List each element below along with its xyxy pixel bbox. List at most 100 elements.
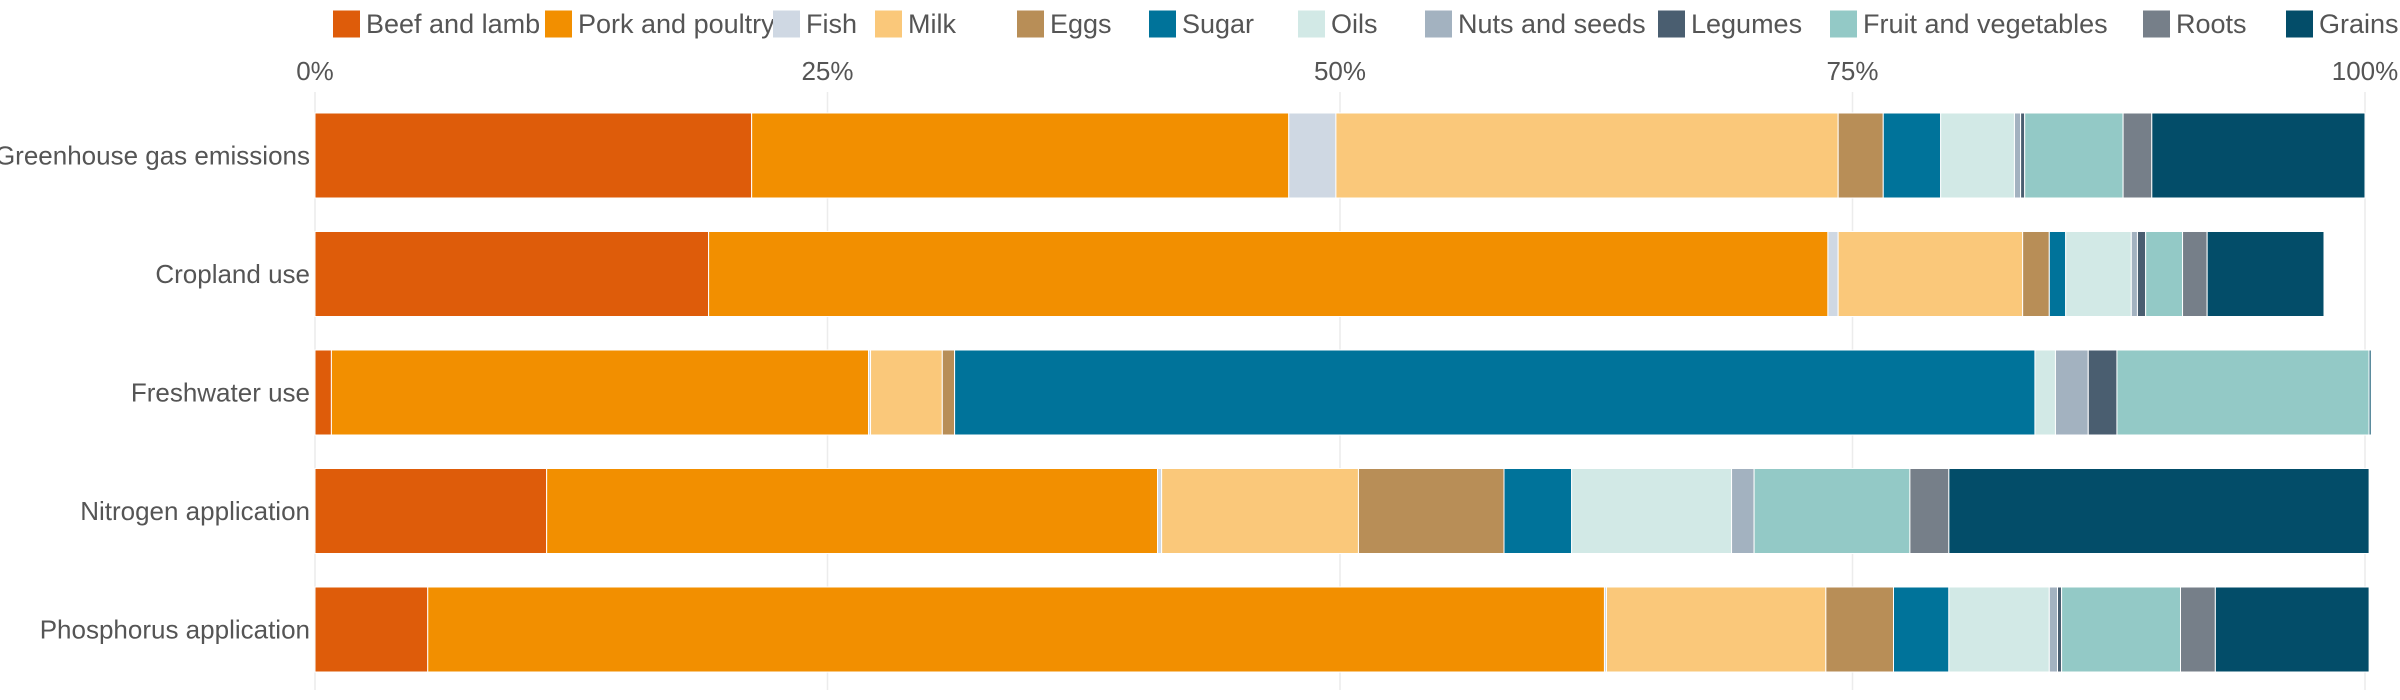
bar-segment-milk[interactable]	[870, 349, 943, 436]
bar-segment-fruit-and-vegetables[interactable]	[2061, 586, 2182, 673]
bar-segment-oils[interactable]	[1571, 468, 1733, 554]
bar-segment-milk[interactable]	[1606, 586, 1827, 673]
bars	[314, 112, 2372, 673]
x-tick-label: 50%	[1314, 56, 1366, 86]
bar-segment-fruit-and-vegetables[interactable]	[2024, 112, 2124, 199]
bar-segment-grains[interactable]	[2206, 231, 2325, 317]
bar-segment-nuts-and-seeds[interactable]	[1731, 468, 1755, 554]
legend-label: Beef and lamb	[366, 9, 540, 39]
legend-item-legumes[interactable]: Legumes	[1658, 9, 1802, 39]
bar-segment-eggs[interactable]	[1357, 468, 1505, 554]
bar-segment-pork-and-poultry[interactable]	[427, 586, 1605, 673]
x-tick-label: 25%	[801, 56, 853, 86]
legend-item-pork-and-poultry[interactable]: Pork and poultry	[545, 9, 775, 39]
bar-segment-oils[interactable]	[1940, 112, 2015, 199]
bar-segment-sugar[interactable]	[1882, 112, 1942, 199]
bar-segment-fruit-and-vegetables[interactable]	[2116, 349, 2370, 436]
category-label: Freshwater use	[131, 378, 310, 408]
bar-row-nitrogen-application	[314, 468, 2370, 554]
legend-swatch	[545, 10, 572, 38]
bar-segment-oils[interactable]	[2034, 349, 2056, 436]
legend-swatch	[1017, 10, 1044, 38]
bar-segment-eggs[interactable]	[941, 349, 956, 436]
legend-item-oils[interactable]: Oils	[1298, 9, 1378, 39]
x-tick-label: 75%	[1826, 56, 1878, 86]
bar-segment-fish[interactable]	[1288, 112, 1337, 199]
bar-row-greenhouse-gas-emissions	[314, 112, 2366, 199]
bar-segment-sugar[interactable]	[1893, 586, 1950, 673]
bar-segment-grains[interactable]	[2368, 349, 2372, 436]
legend-swatch	[333, 10, 360, 38]
bar-segment-roots[interactable]	[2180, 586, 2216, 673]
bar-segment-beef-and-lamb[interactable]	[314, 112, 753, 199]
legend-label: Milk	[908, 9, 956, 39]
bar-segment-sugar[interactable]	[954, 349, 2036, 436]
bar-segment-milk[interactable]	[1161, 468, 1359, 554]
legend-label: Grains	[2319, 9, 2399, 39]
bar-row-cropland-use	[314, 231, 2325, 317]
legend-item-sugar[interactable]: Sugar	[1149, 9, 1254, 39]
legend-label: Oils	[1331, 9, 1378, 39]
bar-segment-fish[interactable]	[1157, 468, 1163, 554]
bar-segment-grains[interactable]	[1948, 468, 2370, 554]
bar-segment-grains[interactable]	[2214, 586, 2370, 673]
legend-label: Sugar	[1182, 9, 1254, 39]
bar-segment-fish[interactable]	[1827, 231, 1839, 317]
legend-swatch	[1830, 10, 1857, 38]
legend-item-grains[interactable]: Grains	[2286, 9, 2399, 39]
legend-swatch	[1425, 10, 1452, 38]
bar-segment-beef-and-lamb[interactable]	[314, 586, 429, 673]
bar-segment-oils[interactable]	[2065, 231, 2132, 317]
legend-swatch	[875, 10, 902, 38]
bar-segment-pork-and-poultry[interactable]	[330, 349, 869, 436]
bar-segment-fruit-and-vegetables[interactable]	[1753, 468, 1911, 554]
legend-item-roots[interactable]: Roots	[2143, 9, 2247, 39]
bar-segment-pork-and-poultry[interactable]	[546, 468, 1159, 554]
bar-segment-legumes[interactable]	[2087, 349, 2118, 436]
bar-segment-pork-and-poultry[interactable]	[751, 112, 1290, 199]
bar-segment-beef-and-lamb[interactable]	[314, 468, 548, 554]
bar-segment-beef-and-lamb[interactable]	[314, 231, 710, 317]
legend-label: Legumes	[1691, 9, 1802, 39]
legend-item-eggs[interactable]: Eggs	[1017, 9, 1112, 39]
category-label: Phosphorus application	[40, 615, 310, 645]
legend-item-milk[interactable]: Milk	[875, 9, 956, 39]
y-axis-labels: Greenhouse gas emissions Cropland use Fres…	[0, 141, 310, 645]
bar-row-freshwater-use	[314, 349, 2372, 436]
bar-segment-eggs[interactable]	[1825, 586, 1894, 673]
legend-label: Fruit and vegetables	[1863, 9, 2108, 39]
legend-swatch	[1149, 10, 1176, 38]
bar-segment-roots[interactable]	[2182, 231, 2208, 317]
legend-swatch	[2286, 10, 2313, 38]
legend-label: Nuts and seeds	[1458, 9, 1646, 39]
bar-segment-sugar[interactable]	[1503, 468, 1573, 554]
bar-segment-nuts-and-seeds[interactable]	[2013, 112, 2022, 199]
bar-segment-oils[interactable]	[1948, 586, 2050, 673]
bar-segment-milk[interactable]	[1335, 112, 1839, 199]
bar-segment-roots[interactable]	[2122, 112, 2153, 199]
bar-segment-eggs[interactable]	[1837, 112, 1884, 199]
bar-segment-legumes[interactable]	[2020, 112, 2026, 199]
bar-segment-sugar[interactable]	[2048, 231, 2067, 317]
legend-item-fruit-and-vegetables[interactable]: Fruit and vegetables	[1830, 9, 2108, 39]
bar-segment-legumes[interactable]	[2057, 586, 2063, 673]
category-label: Greenhouse gas emissions	[0, 141, 310, 171]
bar-segment-eggs[interactable]	[2022, 231, 2050, 317]
legend-swatch	[1658, 10, 1685, 38]
bar-row-phosphorus-application	[314, 586, 2370, 673]
bar-segment-grains[interactable]	[2151, 112, 2366, 199]
legend-item-fish[interactable]: Fish	[773, 9, 857, 39]
bar-segment-nuts-and-seeds[interactable]	[2048, 586, 2059, 673]
bar-segment-nuts-and-seeds[interactable]	[2054, 349, 2089, 436]
bar-segment-milk[interactable]	[1837, 231, 2024, 317]
bar-segment-pork-and-poultry[interactable]	[708, 231, 1829, 317]
bar-segment-fruit-and-vegetables[interactable]	[2145, 231, 2184, 317]
bar-segment-nuts-and-seeds[interactable]	[2130, 231, 2138, 317]
legend-item-nuts-and-seeds[interactable]: Nuts and seeds	[1425, 9, 1646, 39]
category-label: Nitrogen application	[80, 496, 310, 526]
legend-item-beef-and-lamb[interactable]: Beef and lamb	[333, 9, 540, 39]
bar-segment-legumes[interactable]	[2136, 231, 2147, 317]
bar-segment-roots[interactable]	[1909, 468, 1950, 554]
bar-segment-beef-and-lamb[interactable]	[314, 349, 332, 436]
